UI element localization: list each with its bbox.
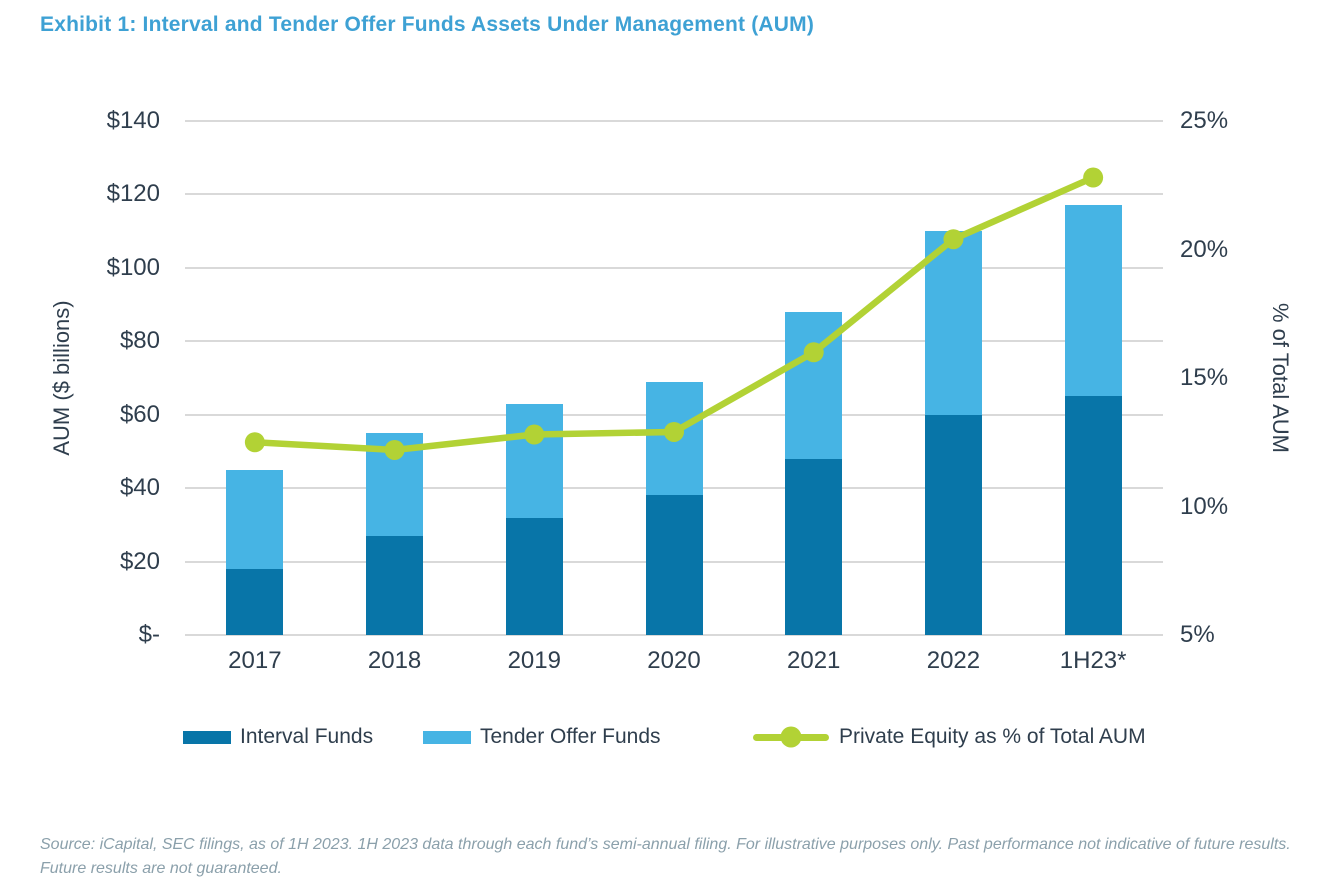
bar-interval-funds <box>645 495 703 635</box>
gridline <box>185 340 1163 343</box>
legend-label-tender-offer-funds: Tender Offer Funds <box>480 725 661 748</box>
source-note-line2: Future results are not guaranteed. <box>40 860 282 877</box>
bar-interval-funds <box>366 535 424 635</box>
legend-label-interval-funds: Interval Funds <box>240 725 374 748</box>
x-axis-tick: 2017 <box>228 647 282 674</box>
bar-tender-offer-funds <box>645 381 703 496</box>
pe-percentage-point <box>1083 167 1104 188</box>
bar-tender-offer-funds <box>366 433 424 536</box>
bar-interval-funds <box>226 568 284 635</box>
tender-offer-funds-swatch <box>423 730 471 744</box>
x-axis-tick: 1H23* <box>1059 647 1127 674</box>
gridline <box>185 266 1163 269</box>
gridline <box>185 120 1163 122</box>
y-axis-tick-right: 10% <box>1180 492 1229 520</box>
y-axis-tick-left: $100 <box>106 253 160 281</box>
left-axis-title: AUM ($ billions) <box>49 300 74 456</box>
x-axis-tick: 2018 <box>367 647 422 674</box>
bar-interval-funds <box>924 414 982 635</box>
chart-title: Exhibit 1: Interval and Tender Offer Fun… <box>40 13 815 36</box>
bar-tender-offer-funds <box>505 403 563 518</box>
x-axis-tick: 2019 <box>507 647 561 674</box>
bar-interval-funds <box>505 517 563 635</box>
y-axis-tick-right: 5% <box>1180 621 1215 648</box>
legend-item-interval-funds: Interval Funds <box>183 722 373 752</box>
bar-tender-offer-funds <box>226 469 284 569</box>
bar-tender-offer-funds <box>1064 205 1122 397</box>
interval-funds-swatch <box>183 730 231 744</box>
source-note: Source: iCapital, SEC filings, as of 1H … <box>40 833 1340 880</box>
y-axis-tick-left: $80 <box>119 327 160 355</box>
y-axis-tick-left: $20 <box>119 547 160 575</box>
y-axis-tick-left: $60 <box>119 400 160 428</box>
bar-tender-offer-funds <box>785 311 843 459</box>
bar-tender-offer-funds <box>924 231 982 415</box>
gridline <box>185 193 1163 196</box>
source-note-line1: Source: iCapital, SEC filings, as of 1H … <box>40 836 1291 853</box>
y-axis-tick-right: 20% <box>1180 235 1229 263</box>
y-axis-tick-left: $40 <box>119 474 160 502</box>
legend-item-pe-line: Private Equity as % of Total AUM <box>753 722 1146 752</box>
legend-item-tender-offer-funds: Tender Offer Funds <box>423 722 661 752</box>
bar-interval-funds <box>785 458 843 635</box>
x-axis-tick: 2020 <box>647 647 701 674</box>
y-axis-tick-left: $- <box>138 621 160 648</box>
y-axis-tick-right: 25% <box>1180 107 1229 134</box>
pe-percentage-point <box>244 432 265 453</box>
legend-label-pe-line: Private Equity as % of Total AUM <box>839 725 1146 748</box>
gridline <box>185 634 1163 636</box>
right-axis-title: % of Total AUM <box>1268 303 1293 453</box>
y-axis-tick-right: 15% <box>1180 364 1229 391</box>
y-axis-tick-left: $120 <box>106 180 160 208</box>
x-axis-tick: 2022 <box>926 647 981 674</box>
bar-interval-funds <box>1064 396 1122 635</box>
y-axis-tick-left: $140 <box>106 107 160 134</box>
pe-line-symbol <box>753 726 829 748</box>
x-axis-tick: 2021 <box>787 647 841 674</box>
